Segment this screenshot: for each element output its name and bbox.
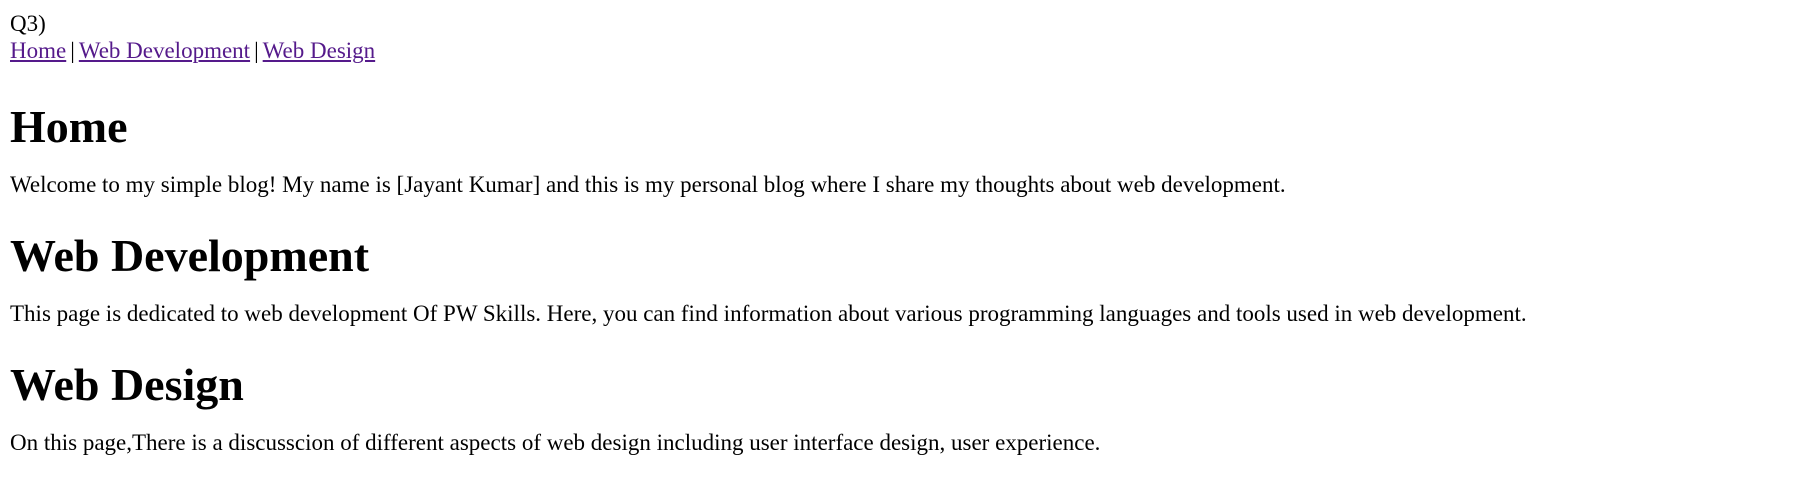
paragraph-home: Welcome to my simple blog! My name is [J… (10, 172, 1286, 197)
section-web-design: Web Design On this page,There is a discu… (10, 358, 1805, 456)
heading-web-development: Web Development (10, 230, 370, 281)
nav-link-web-development[interactable]: Web Development (78, 38, 251, 63)
section-home: Home Welcome to my simple blog! My name … (10, 100, 1805, 198)
section-web-development: Web Development This page is dedicated t… (10, 229, 1805, 327)
nav-link-home[interactable]: Home (10, 38, 67, 63)
top-nav: Home | Web Development | Web Design (10, 37, 1805, 64)
nav-separator: | (70, 38, 75, 63)
heading-web-design: Web Design (10, 359, 244, 410)
paragraph-web-design: On this page,There is a discusscion of d… (10, 430, 1101, 455)
nav-separator: | (254, 38, 259, 63)
heading-home: Home (10, 101, 128, 152)
paragraph-web-development: This page is dedicated to web developmen… (10, 301, 1527, 326)
nav-link-web-design[interactable]: Web Design (262, 38, 376, 63)
question-label: Q3) (10, 11, 46, 36)
